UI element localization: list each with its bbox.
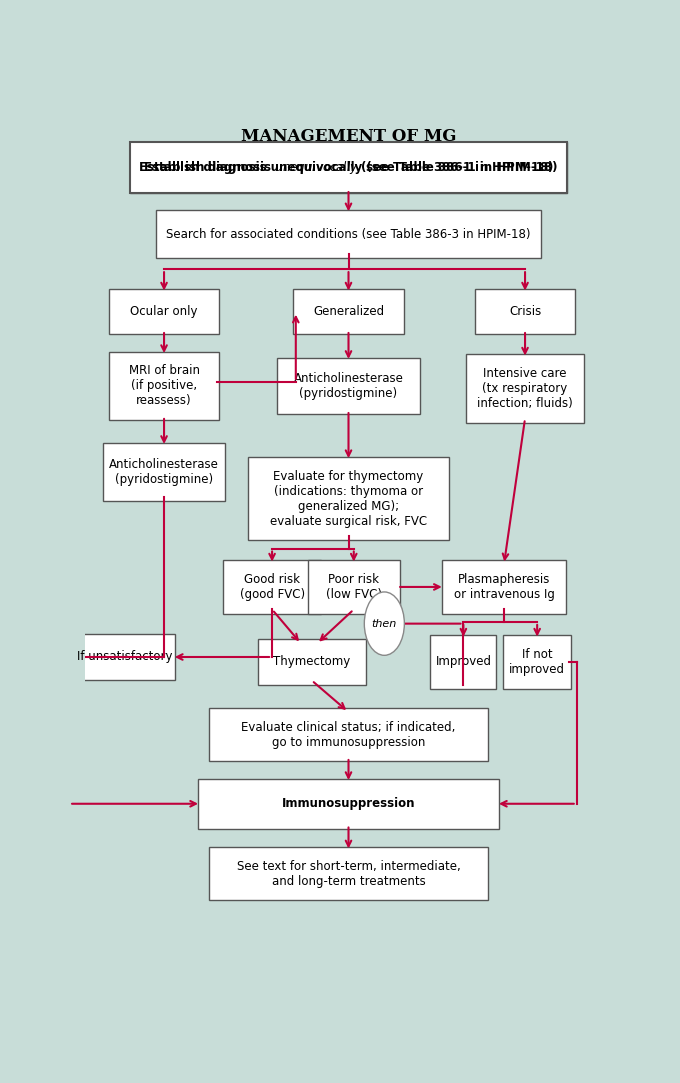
Text: Establish diagnosis unequivocally (see Table 386-1 in HPIM-18): Establish diagnosis unequivocally (see T… <box>139 161 558 174</box>
FancyBboxPatch shape <box>156 210 541 259</box>
Text: If not
improved: If not improved <box>509 648 565 676</box>
Text: Generalized: Generalized <box>313 305 384 318</box>
FancyBboxPatch shape <box>293 289 404 335</box>
FancyBboxPatch shape <box>277 357 420 415</box>
Text: Intensive care
(tx respiratory
infection; fluids): Intensive care (tx respiratory infection… <box>477 367 573 410</box>
FancyBboxPatch shape <box>475 289 575 335</box>
FancyBboxPatch shape <box>307 560 400 614</box>
FancyBboxPatch shape <box>223 560 321 614</box>
FancyBboxPatch shape <box>209 847 488 900</box>
Text: Evaluate for thymectomy
(indications: thymoma or
generalized MG);
evaluate surgi: Evaluate for thymectomy (indications: th… <box>270 470 427 527</box>
FancyBboxPatch shape <box>109 289 220 335</box>
FancyBboxPatch shape <box>248 457 449 540</box>
Text: Crisis: Crisis <box>509 305 541 318</box>
Text: Poor risk
(low FVC): Poor risk (low FVC) <box>326 573 381 601</box>
Text: MANAGEMENT OF MG: MANAGEMENT OF MG <box>241 128 456 145</box>
Text: Plasmapheresis
or intravenous Ig: Plasmapheresis or intravenous Ig <box>454 573 554 601</box>
Text: Anticholinesterase
(pyridostigmine): Anticholinesterase (pyridostigmine) <box>109 458 219 486</box>
FancyBboxPatch shape <box>258 639 366 684</box>
FancyBboxPatch shape <box>103 443 224 501</box>
FancyBboxPatch shape <box>130 142 567 194</box>
Text: Good risk
(good FVC): Good risk (good FVC) <box>239 573 305 601</box>
Text: Thymectomy: Thymectomy <box>273 655 350 668</box>
FancyBboxPatch shape <box>466 354 584 422</box>
Text: Evaluate clinical status; if indicated,
go to immunosuppression: Evaluate clinical status; if indicated, … <box>241 720 456 748</box>
Text: See text for short-term, intermediate,
and long-term treatments: See text for short-term, intermediate, a… <box>237 860 460 888</box>
FancyBboxPatch shape <box>109 352 220 420</box>
Text: Immunosuppression: Immunosuppression <box>282 797 415 810</box>
Text: If unsatisfactory: If unsatisfactory <box>77 651 172 664</box>
FancyBboxPatch shape <box>209 708 488 761</box>
FancyBboxPatch shape <box>130 142 567 194</box>
Text: Establish diagnosis $\mathit{unequivocally}$ (see Table 386-1 in HPIM-18): Establish diagnosis $\mathit{unequivocal… <box>143 159 554 175</box>
FancyBboxPatch shape <box>199 779 498 828</box>
Circle shape <box>364 592 405 655</box>
FancyBboxPatch shape <box>430 636 496 689</box>
Text: Ocular only: Ocular only <box>131 305 198 318</box>
Text: Anticholinesterase
(pyridostigmine): Anticholinesterase (pyridostigmine) <box>294 371 403 400</box>
FancyBboxPatch shape <box>503 636 571 689</box>
Text: MRI of brain
(if positive,
reassess): MRI of brain (if positive, reassess) <box>129 365 199 407</box>
Text: then: then <box>372 618 397 628</box>
FancyBboxPatch shape <box>442 560 566 614</box>
Text: Search for associated conditions (see Table 386-3 in HPIM-18): Search for associated conditions (see Ta… <box>166 227 531 240</box>
FancyBboxPatch shape <box>74 635 175 679</box>
Text: Improved: Improved <box>435 655 492 668</box>
